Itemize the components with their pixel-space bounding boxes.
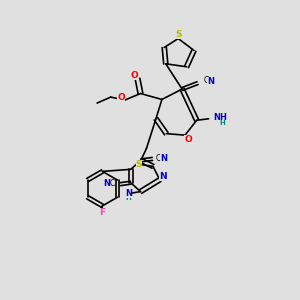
- Text: N: N: [160, 154, 167, 163]
- Text: N: N: [159, 172, 166, 181]
- Text: H: H: [126, 195, 131, 201]
- Text: O: O: [130, 71, 138, 80]
- Text: H: H: [220, 120, 226, 126]
- Text: S: S: [136, 160, 142, 169]
- Text: C: C: [156, 154, 161, 163]
- Text: O: O: [117, 93, 125, 102]
- Text: C: C: [110, 179, 115, 188]
- Text: F: F: [99, 208, 106, 217]
- Text: N: N: [125, 189, 132, 198]
- Text: N: N: [103, 179, 110, 188]
- Text: S: S: [175, 30, 181, 39]
- Text: C: C: [203, 76, 209, 85]
- Text: O: O: [184, 135, 192, 144]
- Text: N: N: [207, 77, 214, 86]
- Text: NH: NH: [213, 113, 227, 122]
